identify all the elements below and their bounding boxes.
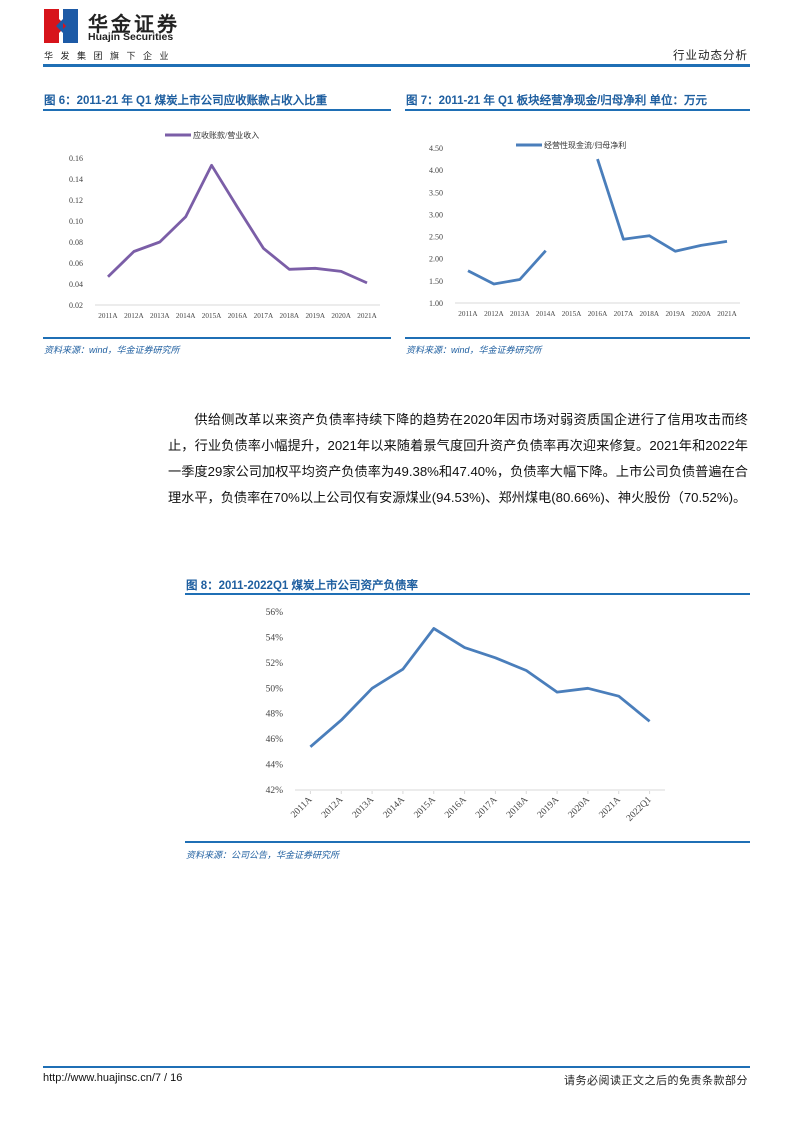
fig7-source: 资料来源：wind，华金证券研究所: [406, 345, 542, 355]
x-tick-label: 2011A: [458, 310, 478, 318]
logo-subtitle: 华发集团旗下企业: [44, 51, 177, 61]
x-tick-label: 2017A: [254, 312, 274, 320]
x-tick-label: 2017A: [474, 795, 499, 820]
fig7-title: 图 7：2011-21 年 Q1 板块经营净现金/归母净利 单位：万元: [406, 95, 707, 107]
logo-english-name: Huajin Securities: [88, 31, 174, 43]
legend-label: 经营性现金流/归母净利: [544, 140, 626, 150]
logo-chinese-name: 华金证券: [88, 14, 180, 36]
x-tick-label: 2016A: [228, 312, 248, 320]
x-tick-label: 2021A: [717, 310, 737, 318]
fig8-source: 资料来源：公司公告，华金证券研究所: [186, 850, 340, 860]
y-tick-label: 0.10: [69, 217, 83, 226]
y-tick-label: 50%: [266, 684, 284, 694]
x-tick-label: 2012A: [124, 312, 144, 320]
footer-divider: [43, 1066, 750, 1068]
y-tick-label: 1.00: [429, 299, 443, 308]
x-tick-label: 2015A: [413, 795, 438, 820]
y-tick-label: 0.08: [69, 238, 83, 247]
fig6-title-underline: [43, 109, 391, 111]
y-tick-label: 0.14: [69, 175, 83, 184]
x-tick-label: 2018A: [505, 795, 530, 820]
y-tick-label: 0.02: [69, 301, 83, 310]
report-section-label: 行业动态分析: [673, 50, 748, 62]
x-tick-label: 2016A: [443, 795, 468, 820]
y-tick-label: 44%: [266, 761, 284, 771]
fig6-source: 资料来源：wind，华金证券研究所: [44, 345, 180, 355]
x-tick-label: 2015A: [562, 310, 582, 318]
x-tick-label: 2020A: [691, 310, 711, 318]
y-tick-label: 52%: [266, 659, 284, 669]
y-tick-label: 3.00: [429, 210, 443, 219]
fig7-source-divider: [405, 337, 750, 339]
x-tick-label: 2020A: [567, 795, 592, 820]
fig6-title: 图 6：2011-21 年 Q1 煤炭上市公司应收账款占收入比重: [44, 95, 328, 107]
x-tick-label: 2017A: [614, 310, 634, 318]
fig7-chart: 1.00 1.50 2.00 2.50 3.00 3.50 4.00 4.50 2011A 201…: [400, 118, 750, 328]
x-tick-label: 2014A: [536, 310, 556, 318]
series-line: [107, 163, 368, 285]
x-tick-label: 2012A: [484, 310, 504, 318]
x-tick-label: 2011A: [289, 795, 314, 820]
y-tick-label: 3.50: [429, 188, 443, 197]
body-paragraph-text: 供给侧改革以来资产负债率持续下降的趋势在2020年因市场对弱资质国企进行了信用攻…: [168, 412, 748, 505]
header-divider: [43, 64, 750, 67]
y-tick-label: 0.04: [69, 280, 83, 289]
footer-disclaimer: 请务必阅读正文之后的免责条款部分: [564, 1075, 748, 1087]
x-tick-label: 2015A: [202, 312, 222, 320]
x-tick-label: 2013A: [150, 312, 170, 320]
x-tick-label: 2021A: [598, 795, 623, 820]
footer-url-page[interactable]: http://www.huajinsc.cn/7 / 16: [43, 1072, 183, 1084]
x-tick-label: 2014A: [382, 795, 407, 820]
x-tick-label: 2014A: [176, 312, 196, 320]
fig8-title-underline: [185, 593, 750, 595]
legend-label: 应收账款/营业收入: [193, 130, 259, 140]
x-tick-label: 2013A: [351, 795, 376, 820]
x-tick-label: 2018A: [640, 310, 660, 318]
y-tick-label: 48%: [266, 710, 284, 720]
y-tick-label: 4.50: [429, 144, 443, 153]
y-tick-label: 42%: [266, 786, 284, 796]
y-tick-label: 4.00: [429, 166, 443, 175]
x-tick-label: 2013A: [510, 310, 530, 318]
series-line: [309, 627, 651, 748]
x-tick-label: 2012A: [320, 795, 345, 820]
body-paragraph: 供给侧改革以来资产负债率持续下降的趋势在2020年因市场对弱资质国企进行了信用攻…: [168, 407, 748, 511]
y-tick-label: 0.12: [69, 196, 83, 205]
x-tick-label: 2019A: [536, 795, 561, 820]
y-tick-label: 2.00: [429, 255, 443, 264]
x-tick-label: 2016A: [588, 310, 608, 318]
y-tick-label: 46%: [266, 735, 284, 745]
x-tick-label: 2011A: [98, 312, 118, 320]
series-line: [467, 158, 728, 286]
logo-mark: [44, 9, 78, 43]
fig8-chart: 42% 44% 46% 48% 50% 52% 54% 56% 2011A 2012A 2013A 2…: [250, 600, 670, 835]
y-tick-label: 2.50: [429, 233, 443, 242]
fig8-title: 图 8：2011-2022Q1 煤炭上市公司资产负债率: [186, 580, 418, 592]
y-tick-label: 56%: [266, 608, 284, 618]
x-tick-label: 2020A: [331, 312, 351, 320]
x-tick-label: 2019A: [305, 312, 325, 320]
fig8-source-divider: [185, 841, 750, 843]
fig6-chart: 0.02 0.04 0.06 0.08 0.10 0.12 0.14 0.16 2011A 201…: [40, 118, 390, 328]
x-tick-label: 2019A: [665, 310, 685, 318]
y-tick-label: 0.16: [69, 154, 83, 163]
y-tick-label: 1.50: [429, 277, 443, 286]
x-tick-label: 2018A: [280, 312, 300, 320]
fig6-source-divider: [43, 337, 391, 339]
y-tick-label: 0.06: [69, 259, 83, 268]
fig7-title-underline: [405, 109, 750, 111]
x-tick-label: 2022Q1: [625, 795, 654, 824]
y-tick-label: 54%: [266, 633, 284, 643]
x-tick-label: 2021A: [357, 312, 377, 320]
